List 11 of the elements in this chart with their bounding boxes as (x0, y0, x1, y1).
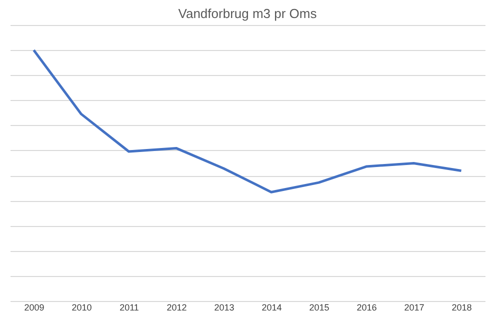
x-tick-label: 2010 (72, 302, 92, 312)
x-tick-label: 2017 (404, 302, 424, 312)
x-tick-label: 2013 (214, 302, 234, 312)
x-tick-label: 2014 (262, 302, 282, 312)
x-tick-label: 2018 (452, 302, 472, 312)
x-tick-label: 2011 (120, 302, 139, 312)
chart-title: Vandforbrug m3 pr Oms (178, 6, 318, 21)
x-tick-label: 2009 (24, 302, 44, 312)
x-tick-label: 2012 (166, 302, 187, 312)
x-tick-label: 2016 (356, 302, 377, 312)
x-tick-label: 2015 (309, 302, 330, 312)
